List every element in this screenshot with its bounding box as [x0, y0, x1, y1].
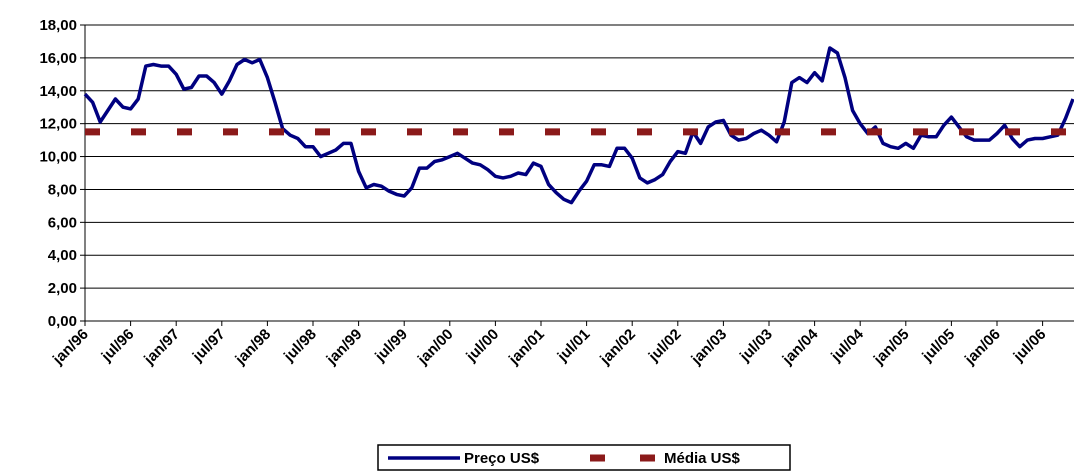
- x-tick-label: jul/06: [1010, 326, 1050, 366]
- y-tick-label: 4,00: [48, 247, 77, 264]
- x-tick-label: jul/01: [554, 326, 594, 366]
- x-tick-label: jan/06: [961, 326, 1004, 369]
- x-tick-label: jan/03: [687, 326, 730, 369]
- y-tick-label: 12,00: [39, 116, 77, 133]
- y-tick-label: 6,00: [48, 214, 77, 231]
- y-tick-label: 14,00: [39, 83, 77, 100]
- series-line: [83, 46, 1074, 205]
- x-tick-label: jan/01: [505, 326, 548, 369]
- x-tick-label: jul/98: [280, 326, 320, 366]
- y-tick-label: 0,00: [48, 313, 77, 330]
- x-tick-label: jan/96: [49, 326, 92, 369]
- legend-label: Preço US$: [464, 450, 540, 467]
- y-tick-label: 2,00: [48, 280, 77, 297]
- x-tick-label: jul/96: [98, 326, 138, 366]
- x-tick-label: jan/04: [779, 325, 822, 368]
- x-tick-label: jan/05: [870, 326, 913, 369]
- x-tick-label: jan/02: [596, 326, 639, 369]
- legend-label: Média US$: [664, 450, 741, 467]
- y-tick-label: 10,00: [39, 149, 77, 166]
- x-tick-label: jul/04: [827, 325, 867, 365]
- y-tick-label: 8,00: [48, 181, 77, 198]
- x-tick-label: jul/99: [371, 326, 411, 366]
- x-tick-label: jan/99: [323, 326, 366, 369]
- x-tick-label: jul/02: [645, 326, 685, 366]
- x-tick-label: jul/00: [462, 326, 502, 366]
- x-tick-label: jul/03: [736, 326, 776, 366]
- x-tick-label: jan/97: [140, 326, 183, 369]
- legend: Preço US$ Média US$: [377, 444, 791, 471]
- y-tick-label: 16,00: [39, 50, 77, 67]
- y-tick-label: 18,00: [39, 17, 77, 34]
- x-tick-label: jul/97: [189, 326, 229, 366]
- x-tick-label: jul/05: [918, 326, 958, 366]
- x-tick-label: jan/00: [414, 326, 457, 369]
- x-tick-label: jan/98: [231, 326, 274, 369]
